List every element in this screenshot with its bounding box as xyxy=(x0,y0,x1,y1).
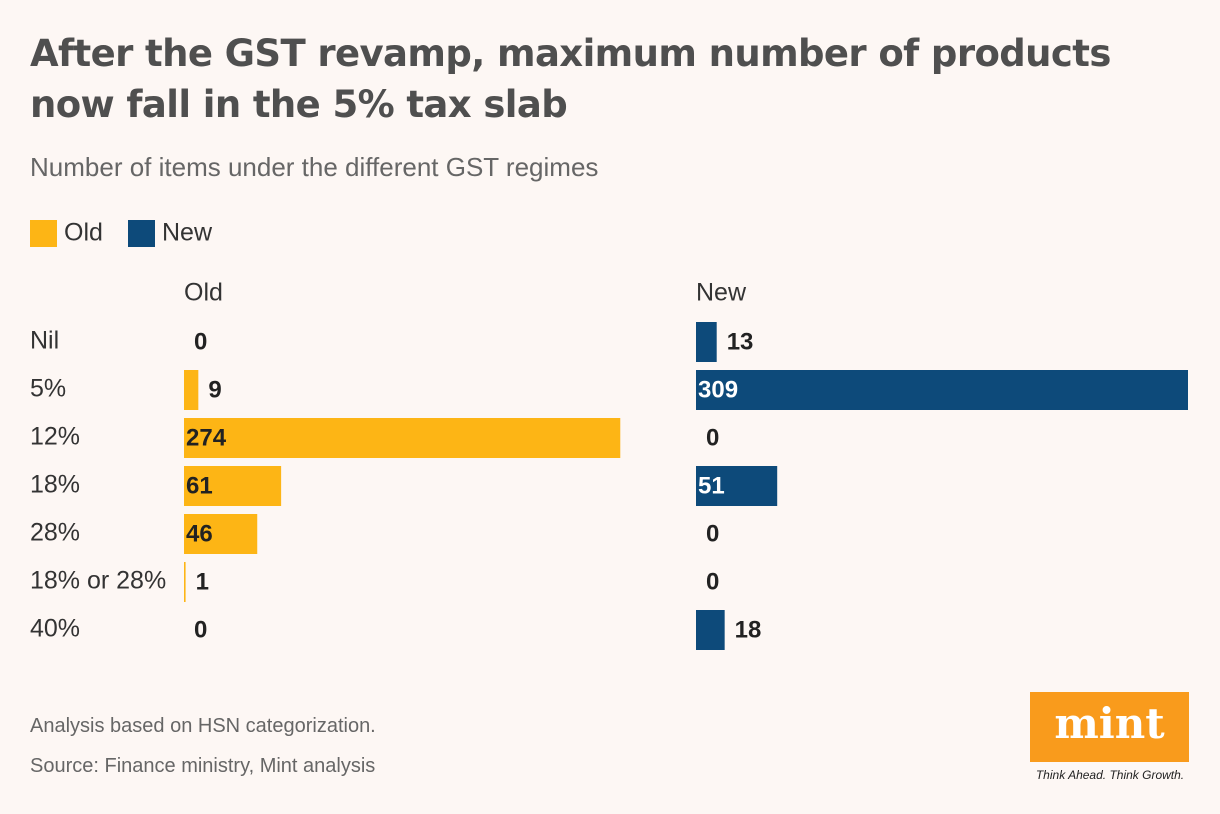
bar xyxy=(184,370,199,410)
value-label: 0 xyxy=(706,568,719,595)
value-label: 18 xyxy=(735,616,762,643)
panel-header: New xyxy=(696,279,747,307)
legend-label: New xyxy=(162,219,213,247)
bar xyxy=(184,514,258,554)
category-label: 28% xyxy=(30,519,80,547)
logo-tagline: Think Ahead. Think Growth. xyxy=(1035,768,1185,782)
value-label: 274 xyxy=(186,424,227,451)
logo: mint xyxy=(1030,692,1189,762)
category-label: 18% xyxy=(30,471,80,499)
value-label: 61 xyxy=(186,472,213,499)
bar xyxy=(696,370,1188,410)
value-label: 309 xyxy=(698,376,738,403)
bar xyxy=(696,466,778,506)
value-label: 51 xyxy=(698,472,725,499)
value-label: 1 xyxy=(196,568,209,595)
category-label: 12% xyxy=(30,423,80,451)
chart-title: After the GST revamp, maximum number of … xyxy=(30,32,1111,126)
category-label: 5% xyxy=(30,375,66,403)
value-label: 0 xyxy=(194,328,207,355)
value-label: 0 xyxy=(194,616,207,643)
bar xyxy=(184,418,621,458)
panel-header: Old xyxy=(184,279,223,307)
legend-swatch xyxy=(128,220,155,247)
bar xyxy=(696,610,725,650)
bar xyxy=(696,322,717,362)
value-label: 0 xyxy=(706,424,719,451)
value-label: 13 xyxy=(727,328,754,355)
legend-label: Old xyxy=(64,219,103,247)
category-label: 40% xyxy=(30,615,80,643)
bar xyxy=(184,562,186,602)
category-label: Nil xyxy=(30,327,59,355)
value-label: 0 xyxy=(706,520,719,547)
source: Source: Finance ministry, Mint analysis xyxy=(30,755,376,777)
category-label: 18% or 28% xyxy=(30,567,166,595)
note: Analysis based on HSN categorization. xyxy=(30,715,376,737)
bar xyxy=(184,466,282,506)
chart-subtitle: Number of items under the different GST … xyxy=(30,152,599,182)
value-label: 46 xyxy=(186,520,213,547)
value-label: 9 xyxy=(208,376,221,403)
legend-swatch xyxy=(30,220,57,247)
